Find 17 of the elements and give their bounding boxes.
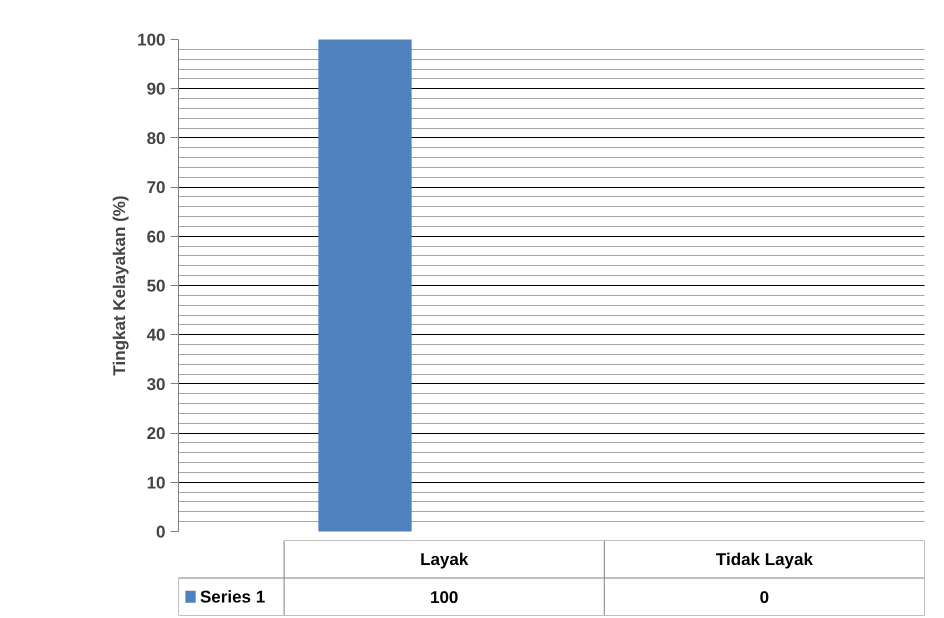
- data-label: 100: [430, 588, 458, 607]
- legend-label: Series 1: [200, 587, 266, 606]
- y-tick-label: 90: [146, 80, 166, 99]
- y-tick-label: 30: [146, 374, 166, 394]
- x-tick-label: Tidak Layak: [716, 550, 814, 569]
- data-label: 0: [760, 588, 770, 607]
- y-tick-label: 20: [146, 424, 166, 444]
- y-tick-label: 70: [146, 178, 166, 198]
- y-tick-label: 50: [146, 276, 166, 296]
- y-tick-label: 0: [156, 522, 166, 542]
- y-tick-label: 100: [137, 30, 166, 50]
- y-tick-label: 80: [146, 128, 166, 148]
- y-tick-label: 60: [146, 227, 166, 246]
- y-tick-label: 40: [146, 326, 166, 345]
- y-axis-title: Tingkat Kelayakan (%): [110, 195, 130, 376]
- x-tick-label: Layak: [420, 550, 469, 569]
- y-tick-label: 10: [146, 473, 166, 492]
